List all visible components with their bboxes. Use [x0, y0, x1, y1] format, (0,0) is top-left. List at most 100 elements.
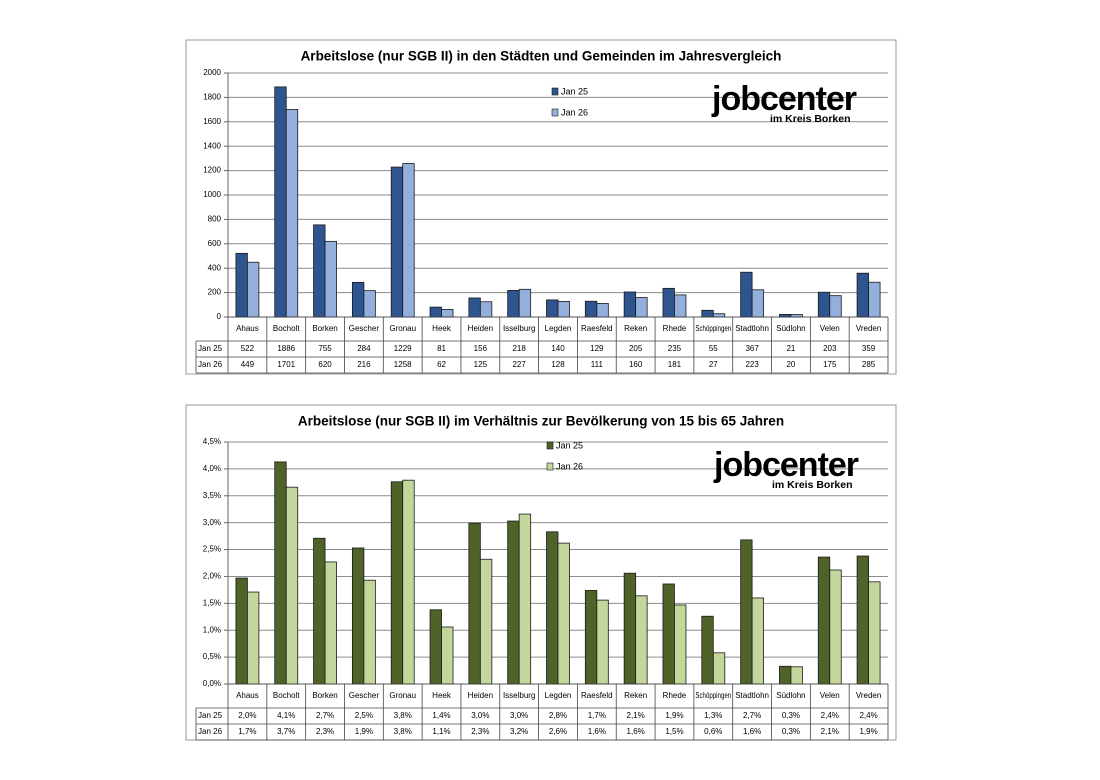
x-tick-label: Reken: [624, 691, 647, 700]
bar: [324, 561, 337, 685]
table-value: 3,8%: [394, 711, 412, 720]
y-tick-label: 1600: [203, 117, 221, 126]
table-value: 3,0%: [471, 711, 489, 720]
table-value: 111: [591, 360, 604, 369]
y-tick-label: 0,0%: [203, 679, 221, 688]
bar: [712, 652, 726, 685]
table-value: 20: [786, 360, 795, 369]
bar: [817, 556, 831, 685]
bar: [518, 288, 532, 318]
bar: [674, 604, 687, 685]
bar: [390, 166, 404, 318]
logo-subtitle: im Kreis Borken: [772, 479, 853, 491]
x-tick-label: Vreden: [856, 324, 882, 333]
y-tick-label: 200: [208, 288, 222, 297]
table-value: 175: [823, 360, 837, 369]
bar: [829, 569, 842, 685]
table-value: 227: [512, 360, 526, 369]
bar: [856, 555, 869, 685]
table-value: 1229: [394, 344, 412, 353]
y-tick-label: 1,5%: [203, 598, 221, 607]
x-tick-label: Borken: [312, 691, 337, 700]
bar: [712, 313, 726, 318]
bar: [429, 609, 442, 685]
x-tick-label: Gronau: [389, 324, 416, 333]
y-tick-label: 3,5%: [203, 491, 221, 500]
x-tick-label: Schöppingen: [695, 324, 731, 333]
table-value: 2,3%: [316, 727, 334, 736]
bar: [546, 531, 559, 685]
table-value: 3,8%: [394, 727, 412, 736]
table-value: 140: [551, 344, 565, 353]
table-value: 129: [590, 344, 604, 353]
bar: [429, 306, 442, 318]
x-tick-label: Heek: [432, 324, 452, 333]
table-value: 2,4%: [821, 711, 839, 720]
x-tick-label: Raesfeld: [581, 691, 613, 700]
chart: Arbeitslose (nur SGB II) in den Städten …: [185, 39, 897, 375]
table-value: 2,0%: [238, 711, 256, 720]
table-value: 1,1%: [432, 727, 450, 736]
table-value: 1258: [394, 360, 412, 369]
bar: [247, 591, 260, 685]
x-tick-label: Heiden: [468, 691, 493, 700]
bar: [507, 290, 520, 318]
bar: [351, 281, 365, 318]
logo: jobcenter: [713, 446, 859, 484]
y-tick-label: 800: [208, 215, 222, 224]
table-value: 1,9%: [355, 727, 373, 736]
bar: [740, 271, 753, 318]
table-value: 3,2%: [510, 727, 528, 736]
table-value: 620: [318, 360, 332, 369]
table-value: 27: [709, 360, 718, 369]
legend-swatch: [551, 108, 559, 117]
table-value: 2,7%: [316, 711, 334, 720]
table-value: 4,1%: [277, 711, 295, 720]
table-value: 160: [629, 360, 643, 369]
bar: [235, 577, 248, 685]
bar: [635, 595, 648, 685]
bar: [674, 294, 687, 318]
table-value: 1,9%: [859, 727, 877, 736]
y-tick-label: 2,5%: [203, 545, 221, 554]
table-value: 0,6%: [704, 727, 722, 736]
legend-label: Jan 25: [556, 440, 583, 450]
bar: [313, 224, 326, 318]
table-value: 1886: [277, 344, 295, 353]
table-value: 203: [823, 344, 837, 353]
legend-label: Jan 25: [561, 86, 588, 96]
x-tick-label: Schöppingen: [695, 691, 731, 700]
x-tick-label: Ahaus: [236, 691, 259, 700]
table-value: 1,4%: [432, 711, 450, 720]
bar: [274, 86, 287, 318]
table-value: 2,7%: [743, 711, 761, 720]
bar: [479, 301, 493, 318]
table-value: 62: [437, 360, 446, 369]
table-value: 223: [745, 360, 759, 369]
table-value: 156: [474, 344, 488, 353]
y-tick-label: 600: [208, 239, 222, 248]
bar: [868, 581, 881, 685]
x-tick-label: Heek: [432, 691, 452, 700]
y-tick-label: 1400: [203, 141, 221, 150]
table-value: 3,7%: [277, 727, 295, 736]
table-value: 2,5%: [355, 711, 373, 720]
table-value: 285: [862, 360, 876, 369]
bar: [701, 615, 714, 685]
bar: [441, 309, 454, 318]
x-tick-label: Bocholt: [273, 324, 300, 333]
bar: [402, 163, 415, 318]
table-value: 284: [357, 344, 371, 353]
bar: [468, 297, 481, 318]
bar: [557, 300, 570, 318]
table-value: 449: [241, 360, 255, 369]
y-tick-label: 2000: [203, 68, 221, 77]
table-value: 2,3%: [471, 727, 489, 736]
bar: [623, 572, 637, 685]
table-value: 359: [862, 344, 876, 353]
bar: [546, 299, 559, 318]
table-value: 216: [357, 360, 371, 369]
bar: [635, 297, 648, 318]
table-value: 0,3%: [782, 727, 800, 736]
